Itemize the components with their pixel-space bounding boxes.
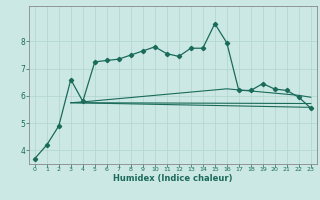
X-axis label: Humidex (Indice chaleur): Humidex (Indice chaleur) <box>113 174 233 183</box>
